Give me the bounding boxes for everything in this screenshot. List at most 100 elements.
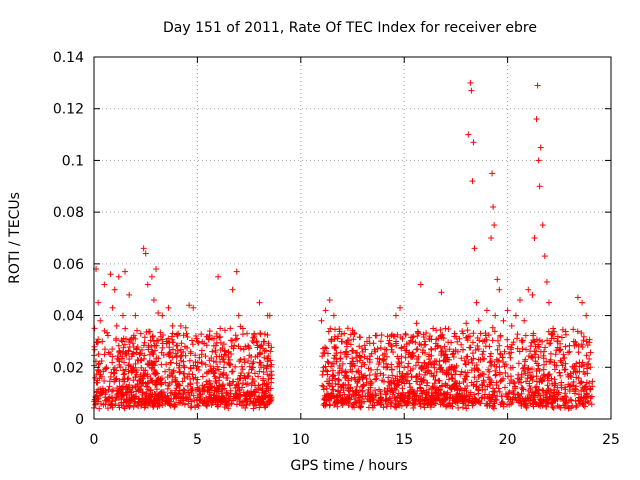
data-point <box>494 276 501 283</box>
y-tick-label: 0.06 <box>53 257 84 273</box>
data-point <box>266 312 273 319</box>
x-axis-label: GPS time / hours <box>290 458 407 474</box>
data-point <box>574 294 581 301</box>
data-point <box>115 273 122 280</box>
y-tick-label: 0.08 <box>53 205 84 221</box>
y-tick-label: 0.14 <box>53 50 84 66</box>
data-point <box>473 299 480 306</box>
data-point <box>535 157 542 164</box>
axis-ticks: 0 5 10 15 20 25 0 0.02 0.04 0.06 0.08 0.1 0.12 0.14 <box>53 50 620 448</box>
data-point <box>217 325 224 332</box>
data-point <box>109 304 116 311</box>
chart-title: Day 151 of 2011, Rate Of TEC Index for r… <box>163 20 537 36</box>
data-point <box>550 325 557 332</box>
data-point <box>144 281 151 288</box>
data-point <box>536 183 543 190</box>
data-point <box>186 302 193 309</box>
data-point <box>521 317 528 324</box>
data-point <box>465 131 472 138</box>
data-point <box>541 253 548 260</box>
data-point <box>529 291 536 298</box>
data-point <box>469 178 476 185</box>
data-point <box>566 348 573 355</box>
data-point <box>587 364 594 371</box>
data-point <box>107 271 114 278</box>
data-point <box>380 372 387 379</box>
y-tick-label: 0.12 <box>53 102 84 118</box>
data-point <box>235 312 242 319</box>
data-point <box>150 297 157 304</box>
data-point <box>488 235 495 241</box>
data-point <box>169 322 176 329</box>
data-point <box>142 250 149 257</box>
data-point <box>512 312 519 319</box>
data-point <box>491 222 498 229</box>
data-point <box>533 116 540 123</box>
data-point <box>558 359 565 366</box>
dense-scatter-band <box>91 323 596 412</box>
data-point <box>322 307 329 314</box>
x-tick-label: 15 <box>395 432 413 448</box>
data-point <box>330 312 337 319</box>
data-point <box>531 235 538 241</box>
data-point <box>490 203 497 210</box>
data-point <box>95 299 102 306</box>
data-point <box>97 317 104 324</box>
x-tick-label: 25 <box>602 432 620 448</box>
data-point <box>468 87 475 94</box>
data-point <box>136 351 143 358</box>
data-point <box>244 330 251 337</box>
data-point <box>177 322 184 329</box>
data-point <box>534 82 541 89</box>
data-point <box>537 144 544 151</box>
data-point <box>413 320 420 327</box>
data-point <box>153 266 160 273</box>
data-point <box>539 222 546 229</box>
data-point <box>165 304 172 311</box>
x-tick-label: 20 <box>499 432 517 448</box>
data-point <box>417 281 424 288</box>
data-point <box>155 309 162 316</box>
data-point <box>256 299 263 306</box>
data-point <box>517 297 524 304</box>
data-point <box>318 317 325 324</box>
data-point <box>583 312 590 319</box>
data-point <box>500 317 507 324</box>
x-tick-label: 0 <box>90 432 99 448</box>
data-point <box>421 338 428 345</box>
data-point <box>475 317 482 324</box>
data-point <box>119 312 126 319</box>
data-point <box>492 312 499 319</box>
data-point <box>545 299 552 306</box>
data-point <box>101 281 108 288</box>
data-point <box>368 366 375 373</box>
data-point <box>496 286 503 293</box>
data-point <box>579 299 586 306</box>
data-point <box>471 245 478 252</box>
y-tick-label: 0.04 <box>53 309 84 325</box>
data-point <box>113 322 120 329</box>
data-point <box>229 286 236 293</box>
data-point <box>190 304 197 311</box>
data-point <box>202 361 209 368</box>
data-point <box>438 289 445 296</box>
y-tick-label: 0.1 <box>62 153 84 169</box>
data-point <box>470 139 477 146</box>
data-point <box>504 307 511 314</box>
data-points <box>91 79 596 412</box>
data-point <box>159 312 166 319</box>
data-point <box>446 346 453 353</box>
y-tick-label: 0.02 <box>53 360 84 376</box>
data-point <box>198 359 205 366</box>
x-tick-label: 5 <box>193 432 202 448</box>
data-point <box>140 245 147 252</box>
data-point <box>467 79 474 86</box>
data-point <box>99 338 106 345</box>
data-point <box>543 278 550 285</box>
data-point <box>111 286 118 293</box>
plot-frame <box>93 56 612 420</box>
data-point <box>562 343 569 350</box>
grid <box>94 57 611 419</box>
data-point <box>508 322 515 329</box>
